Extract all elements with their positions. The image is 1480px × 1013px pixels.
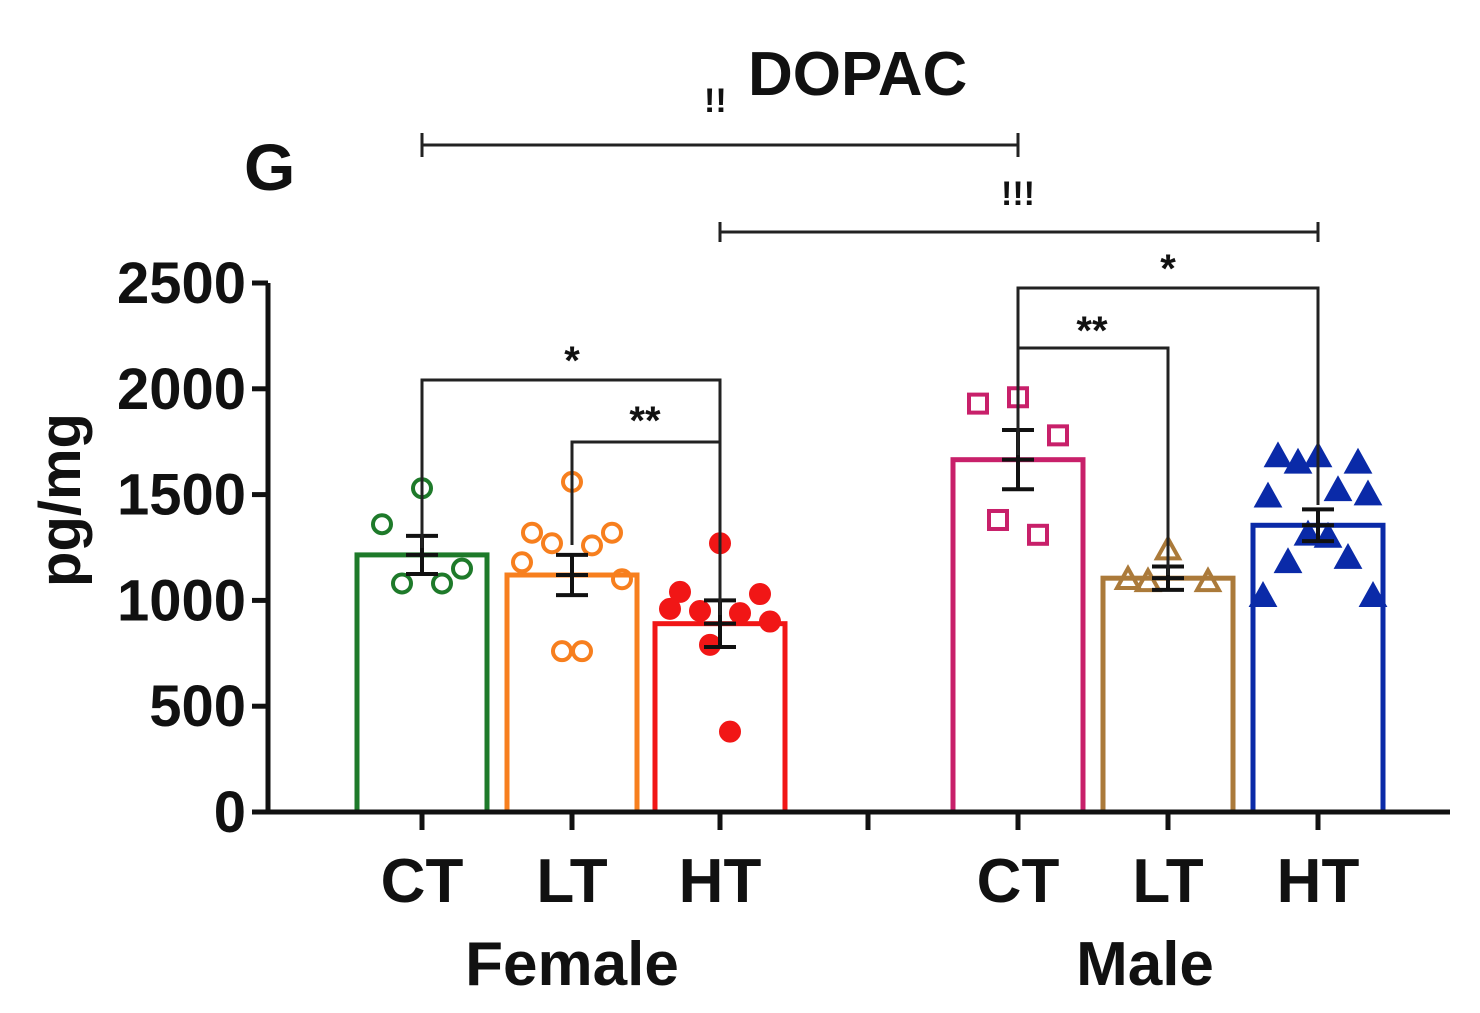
data-point (659, 597, 681, 620)
data-point (611, 568, 633, 591)
x-category-label: LT (536, 847, 607, 916)
significance-label: ** (629, 399, 661, 443)
data-point (1133, 566, 1163, 593)
y-tick-label: 2500 (117, 251, 246, 316)
bar-male-lt (1100, 575, 1236, 815)
data-point (987, 508, 1009, 531)
data-point (759, 610, 781, 633)
y-tick-label: 0 (214, 780, 246, 845)
points-female-ct (371, 477, 473, 595)
data-point (391, 572, 413, 595)
x-category-label: CT (381, 847, 464, 916)
data-point (967, 392, 989, 415)
significance-label: !!! (1001, 175, 1035, 213)
data-point (431, 572, 453, 595)
x-category-label: HT (1277, 847, 1360, 916)
x-category-label: CT (977, 847, 1060, 916)
data-point (719, 720, 741, 743)
significance-label: * (1160, 247, 1176, 291)
chart-title: DOPAC (748, 40, 967, 109)
data-point (1193, 566, 1223, 593)
points-female-lt (511, 470, 633, 663)
y-tick-label: 2000 (117, 357, 246, 422)
data-point (371, 513, 393, 536)
data-point (451, 557, 473, 580)
data-point (1323, 475, 1353, 502)
significance-label: ** (1076, 309, 1108, 353)
data-point (1333, 542, 1363, 569)
points-female-ht (659, 532, 781, 743)
points-male-ht (1248, 441, 1388, 607)
x-category-label: LT (1132, 847, 1203, 916)
title-prefix-marker: !! (704, 82, 727, 120)
bar-female-lt (504, 572, 640, 815)
data-point (1047, 424, 1069, 447)
data-point (689, 599, 711, 622)
data-point (1343, 447, 1373, 474)
data-point (729, 602, 751, 625)
data-point (1353, 479, 1383, 506)
data-point (511, 551, 533, 574)
data-point (521, 521, 543, 544)
data-point (749, 583, 771, 606)
data-point (1283, 447, 1313, 474)
significance-bracket (570, 440, 722, 615)
data-point (669, 580, 691, 603)
panel-label: G (244, 130, 295, 204)
y-tick-label: 1500 (117, 463, 246, 528)
data-point (1113, 564, 1143, 591)
bar-male-ct (950, 457, 1086, 815)
data-point (1358, 581, 1388, 607)
data-point (1263, 441, 1293, 468)
data-point (1293, 519, 1323, 546)
data-point (1253, 481, 1283, 508)
y-tick-label: 500 (149, 674, 246, 739)
significance-bracket (1016, 286, 1320, 505)
data-point (601, 521, 623, 544)
data-point (571, 640, 593, 663)
bar-female-ct (354, 552, 490, 815)
bar-male-ht (1250, 522, 1386, 815)
significance-label: * (564, 339, 580, 383)
y-tick-label: 1000 (117, 568, 246, 633)
data-point (551, 640, 573, 663)
x-category-label: HT (679, 847, 762, 916)
data-point (541, 532, 563, 555)
group-label: Female (465, 930, 679, 999)
group-label: Male (1076, 930, 1214, 999)
data-point (699, 633, 721, 656)
data-point (1273, 547, 1303, 574)
data-point (1027, 523, 1049, 546)
y-axis-label: pg/mg (28, 413, 93, 587)
data-point (581, 534, 603, 557)
data-point (1248, 581, 1278, 607)
bar-female-ht (652, 621, 788, 815)
